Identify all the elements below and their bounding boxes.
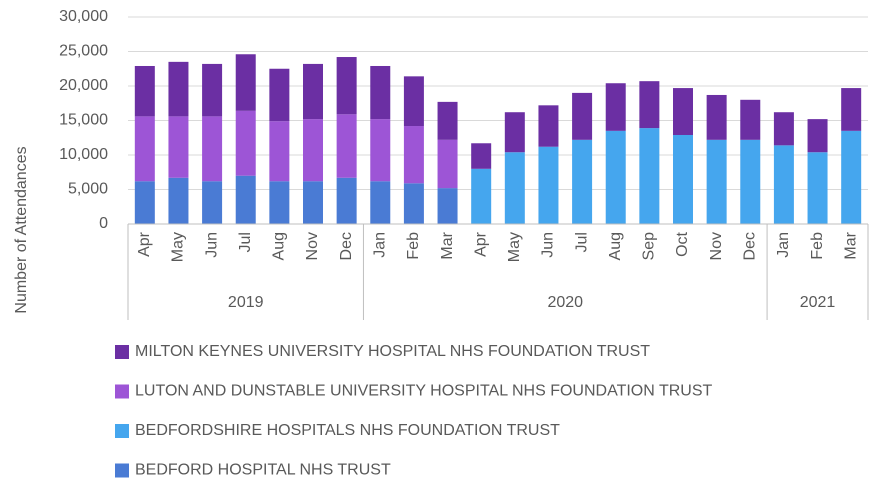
group-label: 2020 [547,294,583,311]
bar-segment [370,65,391,120]
x-tick-label: Oct [674,231,691,256]
bar-segment [303,63,323,120]
y-tick-label: 20,000 [59,77,108,94]
legend-label: MILTON KEYNES UNIVERSITY HOSPITAL NHS FO… [135,343,650,360]
bar-segment [673,88,693,135]
bar-segment [471,143,492,169]
bar-segment [841,88,862,131]
group-label: 2019 [228,294,264,311]
x-tick-label: Feb [809,232,826,260]
bar-segment [639,128,660,224]
x-tick-label: Mar [842,231,859,259]
group-label: 2021 [800,294,836,311]
legend-swatch [115,384,129,399]
y-tick-label: 15,000 [59,112,108,129]
bar-segment [639,81,660,129]
bar-segment [471,168,492,224]
bar-segment [370,181,391,224]
bar-segment [235,54,256,111]
bar-segment [370,119,391,182]
legend-label: LUTON AND DUNSTABLE UNIVERSITY HOSPITAL … [135,383,713,400]
x-tick-label: Apr [136,231,153,257]
bar-segment [336,57,357,115]
bar-segment [168,177,189,224]
bar-segment [605,83,626,131]
x-tick-label: Jul [237,232,254,252]
bar-segment [202,116,223,182]
y-tick-label: 0 [99,215,108,232]
x-tick-label: Nov [708,232,725,260]
bar-segment [134,65,155,117]
bar-segment [303,181,323,224]
bar-segment [303,119,323,182]
bar-segment [572,92,593,140]
bar-segment [202,63,223,117]
bar-segment [706,139,727,224]
bar-segment [202,181,223,224]
y-tick-label: 30,000 [59,8,108,25]
legend-swatch [115,345,129,359]
bar-segment [437,139,458,189]
bar-segment [437,101,458,140]
bar-segment [134,116,155,182]
x-tick-label: May [506,232,523,262]
x-tick-label: May [170,232,187,262]
legend-label: BEDFORD HOSPITAL NHS TRUST [135,462,391,479]
x-tick-label: Jan [775,232,792,258]
x-tick-label: Jun [203,232,220,258]
x-tick-label: Aug [607,232,624,260]
bar-segment [504,152,525,224]
bar-segment [403,183,424,224]
x-tick-label: Jan [371,232,388,258]
bar-segment [807,119,828,153]
bar-segment [336,177,357,224]
x-tick-label: Jun [540,232,557,258]
x-tick-label: Apr [472,231,489,257]
bar-segment [336,114,357,178]
bar-segment [235,175,256,224]
bar-segment [673,134,693,224]
x-tick-label: Mar [439,231,456,259]
x-tick-label: Dec [741,232,758,260]
bar-segment [773,112,794,146]
bar-segment [269,68,290,122]
bar-segment [740,139,761,224]
bar-segment [269,181,290,224]
bar-segment [740,99,761,140]
x-tick-label: Aug [271,232,288,260]
bar-segment [269,121,290,182]
bar-segment [504,112,525,153]
legend-swatch [115,424,129,438]
bar-segment [437,188,458,224]
bar-segment [538,105,559,147]
x-tick-label: Feb [405,232,422,260]
bar-segment [538,146,559,224]
bar-segment [168,61,189,117]
bar-segment [807,152,828,224]
bar-segment [572,139,593,224]
legend-swatch [115,463,129,478]
bar-segment [605,130,626,224]
y-tick-label: 5,000 [68,181,108,198]
x-tick-label: Sep [641,232,658,261]
y-axis-title: Number of Attendances [13,146,30,313]
bar-segment [773,145,794,224]
bar-segment [168,116,189,178]
x-tick-label: Nov [304,232,321,260]
x-tick-label: Dec [338,232,355,260]
bar-segment [235,110,256,176]
x-tick-label: Jul [573,232,590,252]
y-tick-label: 10,000 [59,146,108,163]
bar-segment [841,130,862,224]
bar-segment [403,76,424,127]
bar-segment [134,181,155,224]
bar-segment [706,94,727,140]
bar-segment [403,126,424,184]
legend-label: BEDFORDSHIRE HOSPITALS NHS FOUNDATION TR… [135,422,560,439]
y-tick-label: 25,000 [59,43,108,60]
